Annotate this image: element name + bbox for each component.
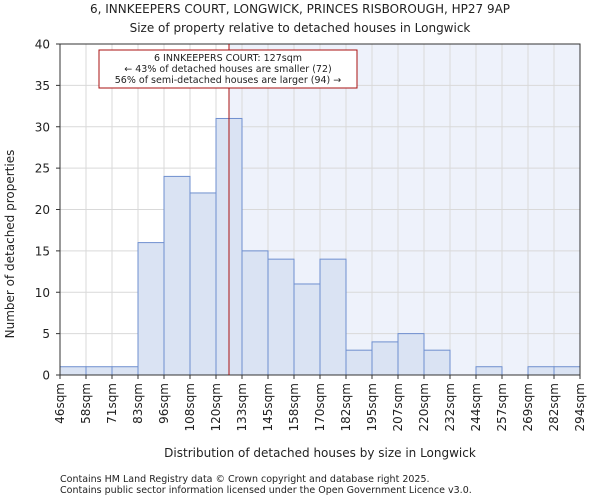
bar xyxy=(85,366,113,376)
bar xyxy=(137,242,165,376)
y-tick-label: 25 xyxy=(35,162,50,176)
bar xyxy=(241,250,269,376)
bar xyxy=(189,192,217,376)
y-tick-label: 30 xyxy=(35,120,50,134)
annotation-box xyxy=(98,49,358,89)
x-tick-label: 244sqm xyxy=(469,383,483,431)
x-tick-label: 58sqm xyxy=(79,383,93,424)
annotation-line-2: ← 43% of detached houses are smaller (72… xyxy=(124,64,331,75)
x-tick-label: 158sqm xyxy=(287,383,301,431)
x-tick-label: 182sqm xyxy=(339,383,353,431)
x-tick-label: 195sqm xyxy=(365,383,379,431)
x-tick-label: 207sqm xyxy=(391,383,405,431)
bar xyxy=(527,366,555,376)
chart-subtitle: Size of property relative to detached ho… xyxy=(130,21,471,35)
bar xyxy=(553,366,581,376)
annotation-line-1: 6 INNKEEPERS COURT: 127sqm xyxy=(154,53,302,64)
y-ticks: 0 5 10 15 20 25 30 35 40 xyxy=(35,38,60,383)
x-ticks: 46sqm 58sqm 71sqm 83sqm 96sqm 108sqm 120sqm 133… xyxy=(53,375,587,431)
y-tick-label: 15 xyxy=(35,244,50,258)
y-axis-label: Number of detached properties xyxy=(3,150,17,339)
x-tick-label: 220sqm xyxy=(417,383,431,431)
x-tick-label: 83sqm xyxy=(131,383,145,424)
y-tick-label: 5 xyxy=(42,327,50,341)
x-tick-label: 96sqm xyxy=(157,383,171,424)
annotation: 6 INNKEEPERS COURT: 127sqm ← 43% of deta… xyxy=(98,49,358,89)
x-axis-label: Distribution of detached houses by size … xyxy=(164,446,476,460)
x-tick-label: 120sqm xyxy=(209,383,223,431)
x-tick-label: 145sqm xyxy=(261,383,275,431)
x-tick-label: 232sqm xyxy=(443,383,457,431)
bar xyxy=(111,366,139,376)
bar xyxy=(267,258,295,376)
y-tick-label: 20 xyxy=(35,203,50,217)
x-tick-label: 170sqm xyxy=(313,383,327,431)
x-tick-label: 46sqm xyxy=(53,383,67,424)
y-tick-label: 40 xyxy=(35,38,50,52)
bar xyxy=(423,349,451,376)
y-tick-label: 35 xyxy=(35,79,50,93)
bar xyxy=(163,175,191,376)
bar xyxy=(319,258,347,376)
y-tick-label: 0 xyxy=(42,369,50,383)
y-tick-label: 10 xyxy=(35,286,50,300)
bar xyxy=(475,366,503,376)
x-tick-label: 133sqm xyxy=(235,383,249,431)
x-tick-label: 257sqm xyxy=(495,383,509,431)
x-tick-label: 282sqm xyxy=(547,383,561,431)
footer-line-1: Contains HM Land Registry data © Crown c… xyxy=(60,474,430,485)
bar xyxy=(345,349,373,376)
x-tick-label: 269sqm xyxy=(521,383,535,431)
x-tick-label: 108sqm xyxy=(183,383,197,431)
x-tick-label: 294sqm xyxy=(573,383,587,431)
bars xyxy=(59,117,581,376)
bar xyxy=(371,341,399,376)
bar xyxy=(59,366,87,376)
x-tick-label: 71sqm xyxy=(105,383,119,424)
bar xyxy=(397,333,425,376)
bar xyxy=(293,283,321,376)
chart-title: 6, INNKEEPERS COURT, LONGWICK, PRINCES R… xyxy=(90,2,510,16)
footer-line-2: Contains public sector information licen… xyxy=(60,485,472,496)
annotation-line-3: 56% of semi-detached houses are larger (… xyxy=(115,75,342,86)
